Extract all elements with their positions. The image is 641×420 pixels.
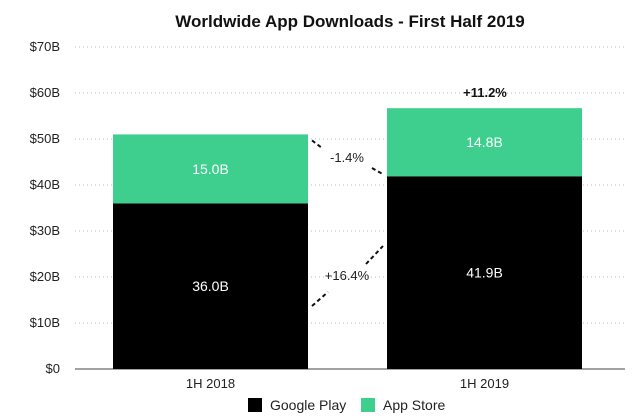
- data-label: 41.9B: [466, 265, 503, 281]
- legend: Google Play App Store: [248, 397, 445, 413]
- y-tick-label: $10B: [30, 315, 60, 330]
- chart-title: Worldwide App Downloads - First Half 201…: [175, 12, 525, 31]
- legend-swatch-app-store: [361, 398, 375, 412]
- y-tick-label: $70B: [30, 39, 60, 54]
- y-tick-label: $50B: [30, 131, 60, 146]
- google-play-change-annotation: +16.4%: [325, 268, 370, 283]
- y-tick-label: $0: [46, 361, 60, 376]
- app-store-change-annotation: -1.4%: [330, 150, 364, 165]
- legend-label-app-store: App Store: [383, 397, 445, 413]
- connector-google-play-b: [365, 245, 384, 265]
- data-label: 15.0B: [192, 161, 229, 177]
- bar-app-store-0: [113, 134, 308, 204]
- change-connectors: [311, 139, 384, 307]
- total-change-annotation: +11.2%: [463, 85, 507, 100]
- legend-label-google-play: Google Play: [270, 397, 346, 413]
- y-tick-label: $30B: [30, 223, 60, 238]
- connector-google-play-a: [311, 291, 329, 307]
- y-tick-label: $40B: [30, 177, 60, 192]
- data-label: 36.0B: [192, 278, 229, 294]
- y-tick-label: $20B: [30, 269, 60, 284]
- data-label: 14.8B: [466, 134, 503, 150]
- x-axis: 1H 2018 1H 2019: [186, 376, 509, 391]
- x-tick-label: 1H 2019: [460, 376, 509, 391]
- legend-swatch-google-play: [248, 398, 262, 412]
- connector-app-store-a: [311, 139, 323, 149]
- x-tick-label: 1H 2018: [186, 376, 235, 391]
- connector-app-store-b: [371, 167, 384, 176]
- y-tick-label: $60B: [30, 85, 60, 100]
- bar-google-play-1: [387, 176, 582, 369]
- bars: 36.0B 15.0B 41.9B 14.8B: [113, 108, 582, 369]
- bar-google-play-0: [113, 203, 308, 369]
- y-axis: $0 $10B $20B $30B $40B $50B $60B $70B: [30, 39, 60, 376]
- bar-app-store-1: [387, 108, 582, 177]
